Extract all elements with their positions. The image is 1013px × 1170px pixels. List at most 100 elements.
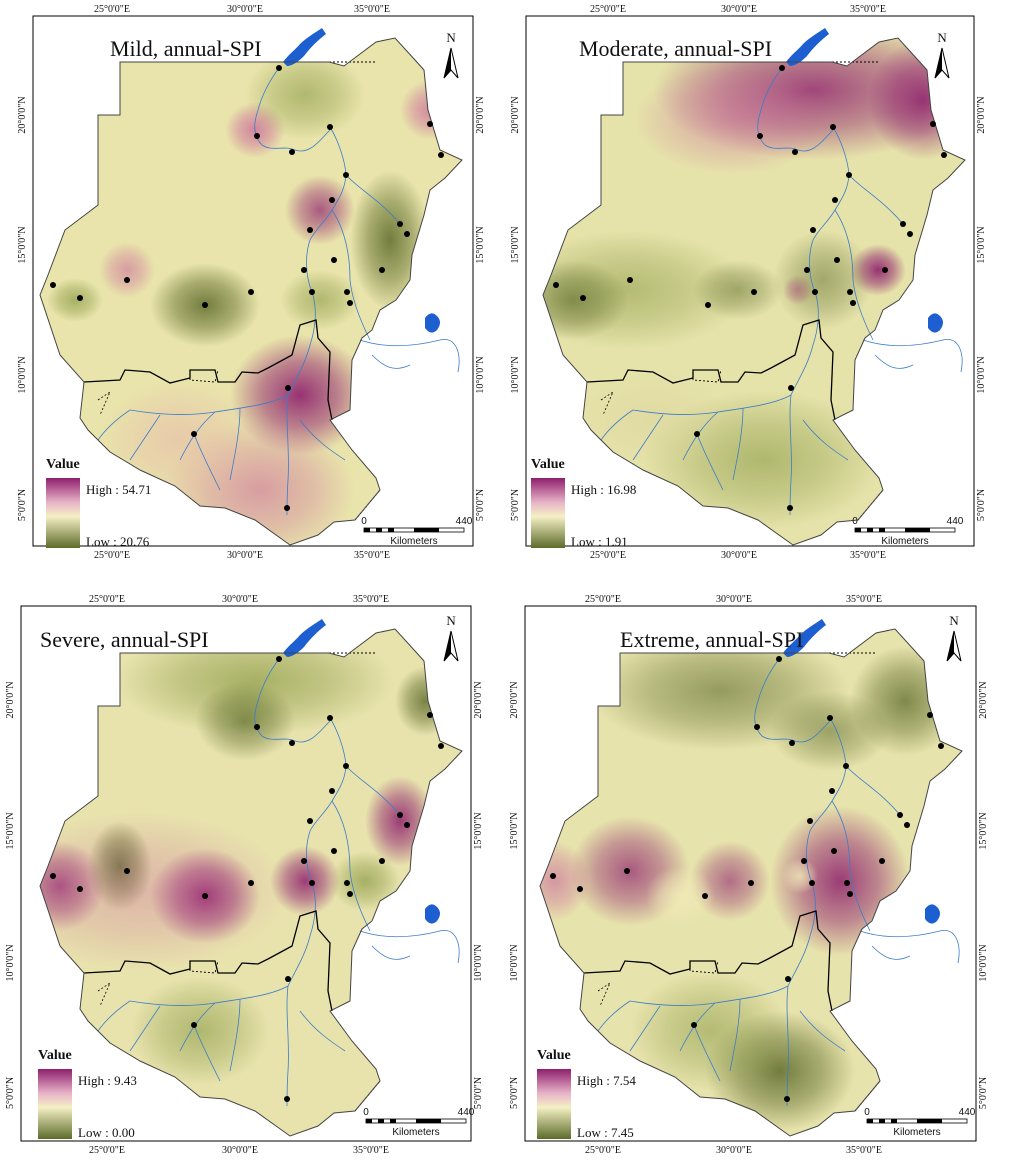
x-tick-top: 30°0'0"E — [222, 594, 258, 605]
legend-color-ramp — [537, 1069, 571, 1139]
svg-text:0: 0 — [852, 516, 858, 527]
panel-title: Extreme, annual-SPI — [620, 627, 803, 652]
river-line — [834, 209, 874, 341]
station-point — [748, 880, 754, 886]
y-tick-left: 10°0'0"N — [17, 356, 28, 393]
lake-nasser-icon — [283, 28, 326, 66]
station-point — [553, 282, 559, 288]
x-tick-top: 25°0'0"E — [590, 4, 626, 15]
station-point — [785, 976, 791, 982]
station-point — [202, 302, 208, 308]
station-point — [307, 227, 313, 233]
panel-title: Mild, annual-SPI — [110, 36, 262, 61]
svg-text:440: 440 — [947, 516, 964, 527]
station-point — [792, 149, 798, 155]
y-tick-left: 20°0'0"N — [510, 96, 521, 133]
station-point — [694, 431, 700, 437]
station-point — [397, 221, 403, 227]
svg-text:440: 440 — [456, 516, 473, 527]
scale-bar: 0 440 Kilometers — [852, 516, 964, 547]
station-point — [124, 277, 130, 283]
station-point — [941, 152, 947, 158]
legend-color-ramp — [531, 478, 565, 548]
y-tick-right: 15°0'0"N — [473, 812, 484, 849]
map-area — [539, 619, 963, 1137]
scale-bar: 0 440 Kilometers — [363, 1107, 475, 1138]
x-tick-top: 30°0'0"E — [716, 594, 752, 605]
lake-nasser-icon — [783, 619, 826, 657]
map-area — [39, 28, 463, 546]
map-legend: Value High : 16.98 Low : 1.91 — [531, 457, 636, 549]
station-point — [289, 740, 295, 746]
station-point — [343, 763, 349, 769]
station-point — [831, 848, 837, 854]
station-point — [309, 880, 315, 886]
river-line — [254, 67, 331, 152]
station-point — [77, 295, 83, 301]
station-point — [705, 302, 711, 308]
y-tick-right: 5°0'0"N — [976, 489, 987, 521]
x-tick-bottom: 25°0'0"E — [94, 550, 130, 561]
y-tick-left: 5°0'0"N — [17, 489, 28, 521]
svg-text:N: N — [937, 30, 947, 45]
x-tick-bottom: 25°0'0"E — [89, 1145, 125, 1156]
station-point — [751, 289, 757, 295]
north-arrow-icon: N — [946, 613, 962, 662]
y-tick-right: 20°0'0"N — [978, 681, 989, 718]
svg-text:440: 440 — [959, 1107, 976, 1118]
north-arrow-icon: N — [443, 613, 459, 662]
y-tick-left: 15°0'0"N — [509, 812, 520, 849]
svg-text:Kilometers: Kilometers — [392, 1127, 439, 1138]
station-point — [191, 1022, 197, 1028]
station-point — [309, 289, 315, 295]
y-tick-left: 10°0'0"N — [510, 356, 521, 393]
svg-text:440: 440 — [458, 1107, 475, 1118]
station-point — [276, 656, 282, 662]
panel-title: Severe, annual-SPI — [40, 627, 209, 652]
station-point — [427, 712, 433, 718]
y-tick-right: 5°0'0"N — [978, 1077, 989, 1109]
station-point — [807, 818, 813, 824]
map-svg: Extreme, annual-SPI N Value High : 7.54 Low … — [509, 594, 989, 1156]
station-point — [248, 880, 254, 886]
x-tick-top: 35°0'0"E — [846, 594, 882, 605]
river-line — [693, 1024, 721, 1082]
y-tick-left: 5°0'0"N — [510, 489, 521, 521]
station-point — [284, 1096, 290, 1102]
panel-title: Moderate, annual-SPI — [579, 36, 772, 61]
country-outline — [542, 37, 966, 546]
station-point — [804, 267, 810, 273]
river-line — [193, 1024, 221, 1082]
station-point — [347, 891, 353, 897]
x-tick-top: 35°0'0"E — [354, 4, 390, 15]
station-point — [550, 873, 556, 879]
river-line — [848, 174, 904, 225]
station-point — [938, 743, 944, 749]
station-point — [789, 740, 795, 746]
x-tick-bottom: 25°0'0"E — [590, 550, 626, 561]
x-tick-top: 35°0'0"E — [850, 4, 886, 15]
station-point — [754, 724, 760, 730]
map-svg: Mild, annual-SPI N Value High : 54.71 Low : … — [17, 4, 486, 561]
station-point — [784, 1096, 790, 1102]
y-tick-right: 15°0'0"N — [976, 226, 987, 263]
lake-nasser-icon — [786, 28, 829, 66]
river-line — [299, 1010, 346, 1052]
station-point — [907, 231, 913, 237]
x-tick-top: 25°0'0"E — [585, 594, 621, 605]
y-tick-left: 10°0'0"N — [5, 944, 16, 981]
svg-text:0: 0 — [864, 1107, 870, 1118]
map-panel-extreme: Extreme, annual-SPI N Value High : 7.54 Low … — [505, 583, 1013, 1170]
station-point — [834, 257, 840, 263]
station-point — [307, 818, 313, 824]
river-line — [345, 174, 401, 225]
y-tick-right: 15°0'0"N — [978, 812, 989, 849]
station-point — [900, 221, 906, 227]
y-tick-left: 5°0'0"N — [5, 1077, 16, 1109]
y-tick-right: 20°0'0"N — [473, 681, 484, 718]
x-tick-bottom: 25°0'0"E — [585, 1145, 621, 1156]
svg-text:N: N — [949, 613, 959, 628]
y-tick-right: 20°0'0"N — [475, 96, 486, 133]
river-line — [129, 1005, 161, 1052]
x-tick-top: 35°0'0"E — [353, 594, 389, 605]
